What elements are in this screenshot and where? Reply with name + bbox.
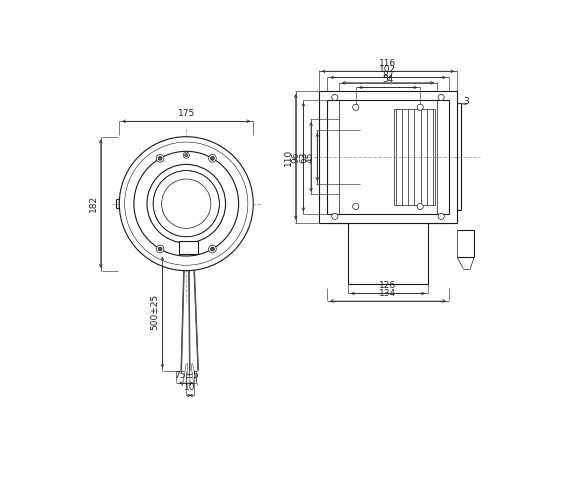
- Text: 63: 63: [299, 151, 308, 163]
- Ellipse shape: [158, 157, 162, 160]
- Ellipse shape: [417, 203, 424, 210]
- Ellipse shape: [156, 245, 164, 253]
- Ellipse shape: [185, 154, 188, 157]
- Ellipse shape: [438, 213, 444, 219]
- Text: 126: 126: [379, 281, 396, 290]
- Ellipse shape: [119, 136, 253, 271]
- Text: 3: 3: [463, 97, 469, 106]
- Ellipse shape: [438, 94, 444, 101]
- Ellipse shape: [353, 203, 359, 210]
- Text: 175: 175: [177, 109, 195, 118]
- Ellipse shape: [353, 104, 359, 110]
- Ellipse shape: [209, 245, 216, 253]
- Text: 102: 102: [379, 65, 396, 74]
- Text: 75±5: 75±5: [174, 371, 198, 380]
- Ellipse shape: [332, 213, 338, 219]
- Ellipse shape: [156, 155, 164, 162]
- Text: 54: 54: [382, 75, 393, 84]
- Text: 116: 116: [379, 59, 397, 68]
- Text: 10: 10: [184, 383, 196, 392]
- Ellipse shape: [417, 104, 424, 110]
- Text: 82: 82: [382, 71, 393, 80]
- Bar: [179, 242, 198, 254]
- Text: 110: 110: [284, 148, 293, 165]
- Text: 45: 45: [305, 151, 314, 163]
- Ellipse shape: [183, 152, 189, 158]
- Text: 500±25: 500±25: [150, 294, 159, 330]
- Ellipse shape: [210, 247, 214, 251]
- Ellipse shape: [158, 247, 162, 251]
- Text: 134: 134: [379, 289, 396, 298]
- Ellipse shape: [209, 155, 216, 162]
- Ellipse shape: [332, 94, 338, 101]
- Ellipse shape: [210, 157, 214, 160]
- Text: 182: 182: [88, 195, 98, 212]
- Text: 96: 96: [291, 151, 301, 163]
